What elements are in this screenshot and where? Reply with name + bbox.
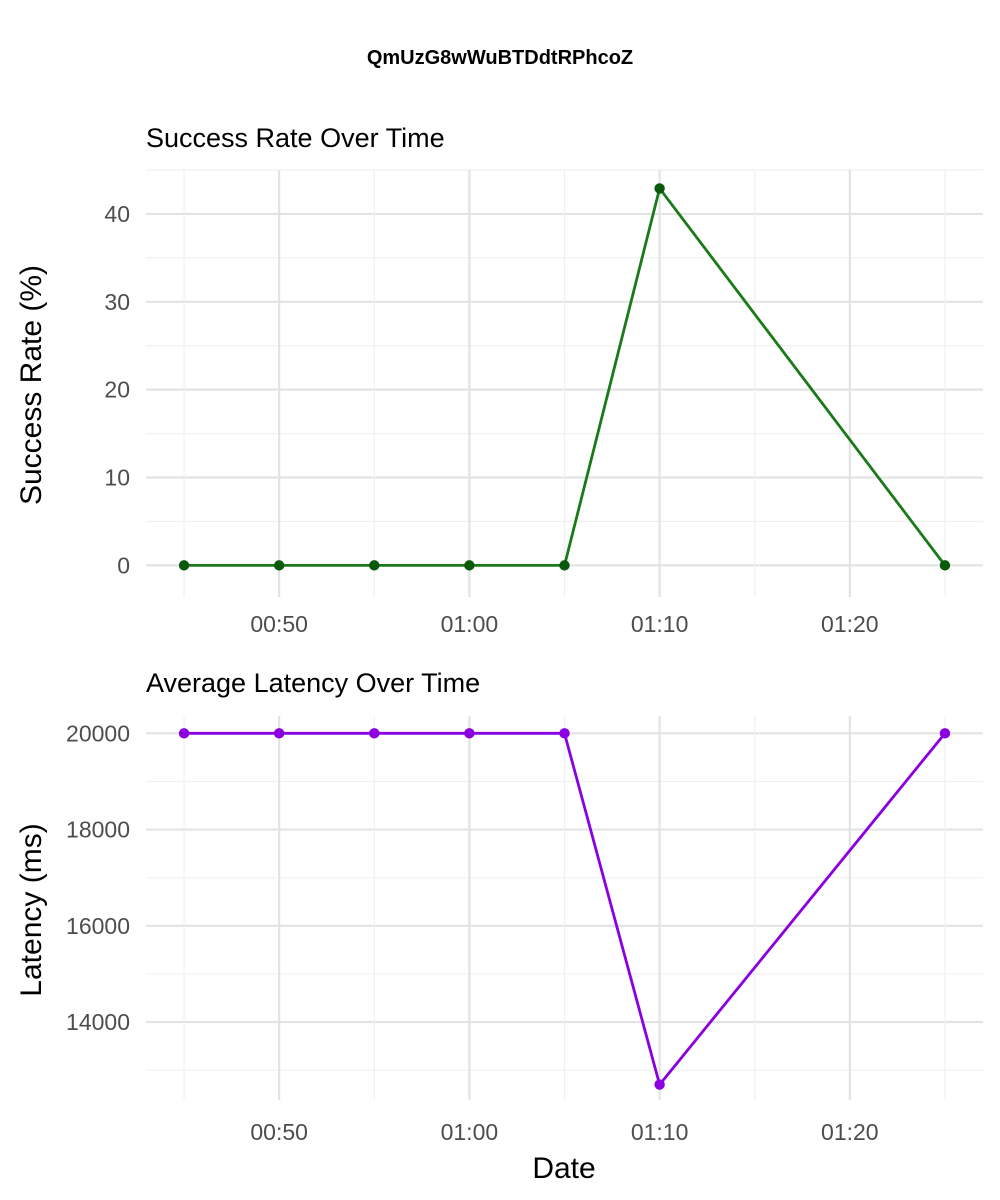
success-rate-data-point [939,560,951,571]
latency-data-point [559,728,570,739]
success-rate-panel-title: Success Rate Over Time [146,123,445,153]
latency-x-tick-label: 01:10 [631,1119,689,1145]
latency-x-tick-label: 01:00 [441,1119,499,1145]
success-rate-x-tick-label: 01:00 [441,611,499,637]
latency-y-tick-label: 14000 [66,1009,130,1035]
figure-title: QmUzG8wWuBTDdtRPhcoZ [367,47,633,69]
success-rate-x-tick-label: 01:10 [631,611,689,637]
x-axis-label: Date [532,1152,595,1185]
success-rate-x-tick-label: 01:20 [821,611,879,637]
success-rate-y-axis-label: Success Rate (%) [15,265,48,505]
success-rate-data-point [654,183,665,194]
latency-x-tick-label: 00:50 [250,1119,308,1145]
success-rate-y-tick-label: 0 [117,552,130,578]
latency-data-point [939,728,951,739]
latency-y-tick-label: 20000 [66,720,130,746]
success-rate-y-tick-label: 10 [104,465,130,491]
latency-y-axis-label: Latency (ms) [15,823,48,996]
success-rate-y-tick-label: 40 [104,201,130,227]
success-rate-panel: Success Rate Over Time Success Rate (%) … [15,123,983,637]
latency-y-tick-label: 16000 [66,913,130,939]
latency-x-tick-label: 01:20 [821,1119,879,1145]
success-rate-data-point [178,560,190,571]
success-rate-grid [146,169,983,597]
latency-data-point [369,728,380,739]
latency-data-point [464,728,475,739]
latency-panel: Average Latency Over Time Latency (ms) 1… [15,668,983,1145]
latency-grid [146,716,983,1100]
latency-data-point [178,728,190,739]
latency-y-tick-label: 18000 [66,817,130,843]
success-rate-y-tick-label: 30 [104,289,130,315]
success-rate-x-tick-label: 00:50 [250,611,308,637]
success-rate-data-point [273,560,285,571]
success-rate-y-tick-label: 20 [104,377,130,403]
latency-data-point [654,1079,665,1090]
latency-panel-title: Average Latency Over Time [146,668,480,698]
success-rate-data-point [559,560,570,571]
latency-data-point [273,728,285,739]
success-rate-data-point [464,560,475,571]
success-rate-data-point [369,560,380,571]
